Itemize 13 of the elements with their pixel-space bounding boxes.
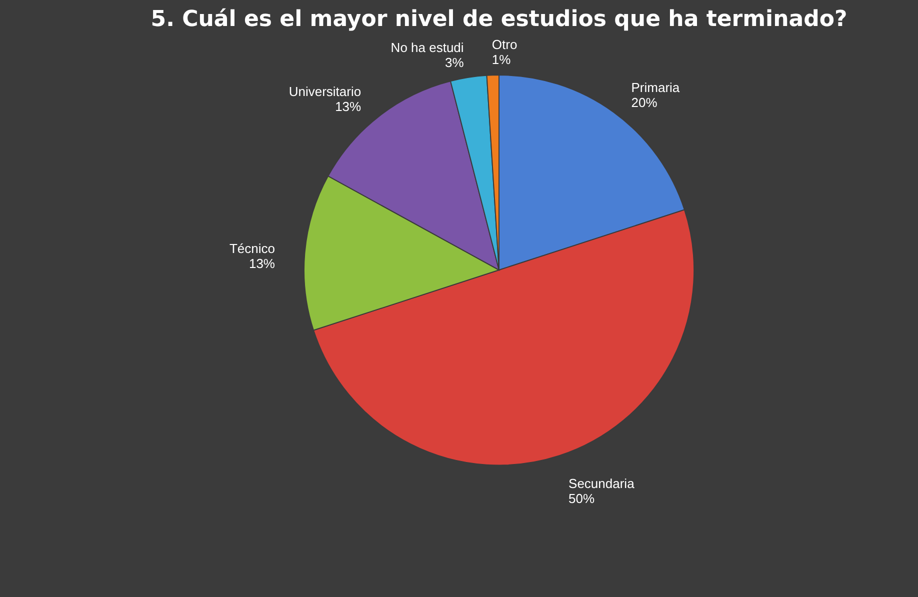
slice-label: Universitario xyxy=(288,84,362,100)
data-label: 20% xyxy=(631,94,658,110)
data-label: 1% xyxy=(492,52,512,68)
slice-label: Técnico xyxy=(229,240,275,256)
data-label: 50% xyxy=(568,490,595,506)
slice-label: Secundaria xyxy=(568,476,636,491)
data-label: 13% xyxy=(335,99,362,114)
slice-label: Otro xyxy=(492,37,518,52)
chart-title: 5. Cuál es el mayor nivel de estudios que ha terminado? xyxy=(150,7,848,32)
data-label: 13% xyxy=(248,256,276,271)
data-label: 3% xyxy=(445,54,464,70)
slice-label: Primaria xyxy=(631,80,680,95)
slice-label: No ha estudi xyxy=(390,40,464,55)
